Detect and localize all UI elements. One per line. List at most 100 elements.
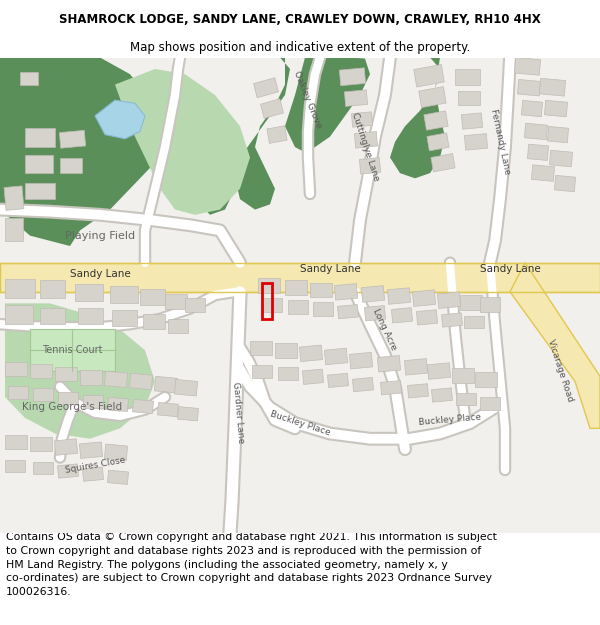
Polygon shape	[33, 388, 53, 401]
Text: King George's Field: King George's Field	[22, 402, 122, 412]
Text: Squires Close: Squires Close	[64, 455, 126, 474]
Polygon shape	[80, 58, 235, 215]
Polygon shape	[112, 309, 137, 326]
Polygon shape	[33, 462, 53, 474]
Text: Buckley Place: Buckley Place	[269, 409, 331, 437]
Polygon shape	[95, 100, 145, 139]
Polygon shape	[480, 397, 500, 409]
Polygon shape	[452, 368, 474, 382]
Polygon shape	[8, 386, 28, 399]
Polygon shape	[524, 123, 548, 140]
Polygon shape	[60, 158, 82, 173]
Polygon shape	[5, 303, 155, 439]
Polygon shape	[40, 281, 65, 298]
Polygon shape	[168, 319, 188, 332]
Polygon shape	[55, 439, 77, 456]
Polygon shape	[532, 165, 554, 181]
Polygon shape	[30, 364, 52, 378]
Polygon shape	[539, 78, 566, 96]
Polygon shape	[547, 126, 569, 142]
Polygon shape	[338, 304, 358, 319]
Polygon shape	[424, 111, 448, 130]
Polygon shape	[104, 444, 128, 461]
Text: Contains OS data © Crown copyright and database right 2021. This information is : Contains OS data © Crown copyright and d…	[6, 532, 497, 597]
Polygon shape	[110, 286, 138, 303]
Polygon shape	[517, 79, 541, 96]
Polygon shape	[258, 278, 280, 293]
Polygon shape	[437, 292, 461, 309]
Polygon shape	[355, 131, 377, 148]
Polygon shape	[464, 316, 484, 328]
Polygon shape	[58, 464, 79, 478]
Polygon shape	[158, 402, 178, 417]
Polygon shape	[288, 300, 308, 314]
Polygon shape	[456, 393, 476, 406]
Polygon shape	[328, 373, 349, 388]
Polygon shape	[391, 308, 413, 323]
Polygon shape	[0, 58, 165, 246]
Polygon shape	[0, 262, 600, 292]
Polygon shape	[0, 58, 600, 532]
Polygon shape	[380, 381, 401, 395]
Polygon shape	[252, 365, 272, 378]
Polygon shape	[5, 279, 35, 298]
Polygon shape	[442, 313, 463, 327]
Polygon shape	[260, 99, 283, 118]
Polygon shape	[550, 150, 572, 167]
Text: Cuttinglye Lane: Cuttinglye Lane	[350, 112, 380, 182]
Polygon shape	[427, 362, 451, 379]
Polygon shape	[460, 295, 482, 309]
Polygon shape	[250, 341, 272, 356]
Polygon shape	[133, 399, 154, 414]
Polygon shape	[416, 310, 437, 325]
Polygon shape	[527, 144, 548, 161]
Polygon shape	[165, 294, 187, 309]
Polygon shape	[404, 359, 428, 375]
Polygon shape	[5, 218, 23, 241]
Text: Sandy Lane: Sandy Lane	[299, 264, 361, 274]
Polygon shape	[262, 298, 282, 312]
Polygon shape	[285, 58, 370, 152]
Polygon shape	[55, 367, 77, 381]
Polygon shape	[83, 395, 103, 408]
Polygon shape	[302, 369, 323, 384]
Polygon shape	[431, 388, 452, 402]
Polygon shape	[455, 69, 480, 84]
Polygon shape	[427, 133, 449, 151]
Polygon shape	[5, 459, 25, 472]
Polygon shape	[25, 128, 55, 147]
Polygon shape	[458, 91, 480, 106]
Polygon shape	[178, 407, 199, 421]
Polygon shape	[313, 302, 333, 316]
Polygon shape	[175, 379, 197, 396]
Polygon shape	[140, 289, 165, 306]
Polygon shape	[254, 78, 278, 98]
Polygon shape	[364, 306, 386, 321]
Polygon shape	[514, 58, 541, 75]
Polygon shape	[352, 112, 373, 127]
Polygon shape	[79, 442, 103, 459]
Polygon shape	[353, 378, 373, 392]
Polygon shape	[285, 281, 307, 295]
Polygon shape	[230, 58, 290, 209]
Polygon shape	[278, 367, 298, 381]
Polygon shape	[461, 113, 482, 129]
Polygon shape	[185, 298, 205, 312]
Polygon shape	[25, 156, 53, 173]
Polygon shape	[58, 392, 78, 404]
Polygon shape	[5, 306, 33, 324]
Polygon shape	[5, 434, 27, 449]
Polygon shape	[407, 384, 428, 398]
Text: Gardner Lane: Gardner Lane	[231, 381, 245, 444]
Polygon shape	[30, 329, 115, 371]
Polygon shape	[349, 352, 373, 369]
Text: Map shows position and indicative extent of the property.: Map shows position and indicative extent…	[130, 41, 470, 54]
Polygon shape	[334, 284, 358, 300]
Polygon shape	[412, 290, 436, 306]
Polygon shape	[143, 314, 165, 329]
Polygon shape	[107, 470, 128, 484]
Polygon shape	[544, 100, 568, 117]
Text: Playing Field: Playing Field	[65, 231, 135, 241]
Polygon shape	[115, 69, 250, 215]
Polygon shape	[521, 101, 542, 117]
